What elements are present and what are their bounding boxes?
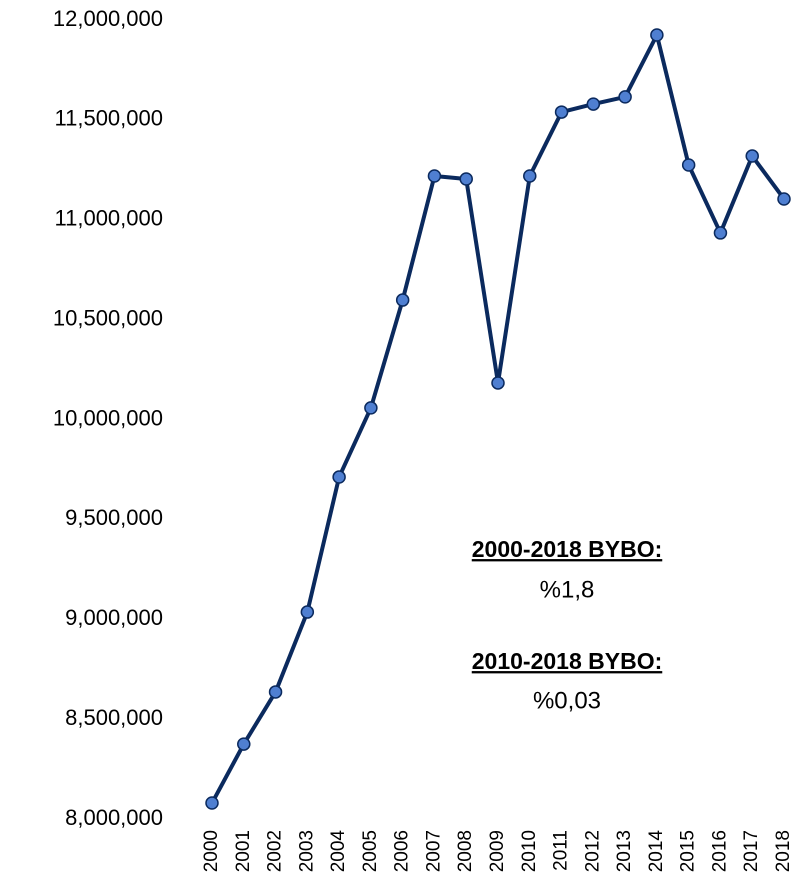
x-tick-label: 2018 — [773, 830, 794, 872]
x-tick-label: 2013 — [614, 830, 635, 872]
x-tick-label: 2009 — [487, 830, 508, 872]
marker — [681, 158, 696, 172]
marker — [332, 470, 346, 484]
x-tick-label: 2008 — [455, 830, 476, 872]
x-tick-label: 2001 — [233, 830, 254, 872]
marker — [268, 685, 283, 699]
marker — [395, 293, 410, 307]
annotation: %0,03 — [533, 687, 601, 714]
y-tick-label: 11,000,000 — [55, 206, 163, 231]
marker — [713, 226, 728, 240]
x-tick-label: 2011 — [551, 830, 572, 871]
y-tick-label: 8,000,000 — [65, 805, 163, 830]
x-tick-label: 2010 — [519, 830, 540, 872]
marker — [523, 169, 537, 183]
marker — [554, 105, 569, 119]
marker — [491, 376, 505, 390]
marker — [237, 737, 251, 751]
marker — [586, 97, 601, 111]
marker — [618, 90, 632, 104]
x-tick-label: 2015 — [678, 830, 699, 872]
marker — [459, 172, 473, 186]
y-tick-label: 9,500,000 — [65, 505, 163, 530]
x-tick-label: 2017 — [741, 830, 762, 872]
marker — [777, 192, 791, 206]
marker — [650, 28, 664, 42]
x-tick-label: 2006 — [392, 830, 413, 872]
annotation: %1,8 — [540, 576, 595, 603]
x-tick-label: 2000 — [201, 830, 222, 872]
x-tick-label: 2002 — [265, 830, 286, 872]
marker — [205, 796, 219, 810]
y-tick-label: 11,500,000 — [55, 106, 163, 131]
annotation: 2010-2018 BYBO: — [472, 648, 663, 674]
x-tick-label: 2003 — [296, 830, 317, 872]
y-tick-label: 10,500,000 — [53, 305, 163, 330]
x-tick-label: 2004 — [328, 830, 349, 873]
annotation: 2000-2018 BYBO: — [472, 536, 663, 562]
x-tick-label: 2007 — [423, 830, 444, 872]
x-tick-label: 2012 — [582, 830, 603, 872]
marker — [427, 169, 442, 183]
marker — [364, 401, 378, 415]
y-tick-label: 12,000,000 — [53, 6, 163, 31]
y-tick-label: 8,500,000 — [65, 705, 163, 730]
x-tick-label: 2005 — [360, 830, 381, 872]
y-tick-label: 10,000,000 — [53, 405, 163, 430]
x-tick-label: 2014 — [646, 830, 667, 873]
marker — [300, 605, 315, 619]
y-tick-label: 9,000,000 — [65, 605, 163, 630]
x-tick-label: 2016 — [709, 830, 730, 872]
marker — [745, 149, 759, 163]
line — [210, 32, 786, 804]
